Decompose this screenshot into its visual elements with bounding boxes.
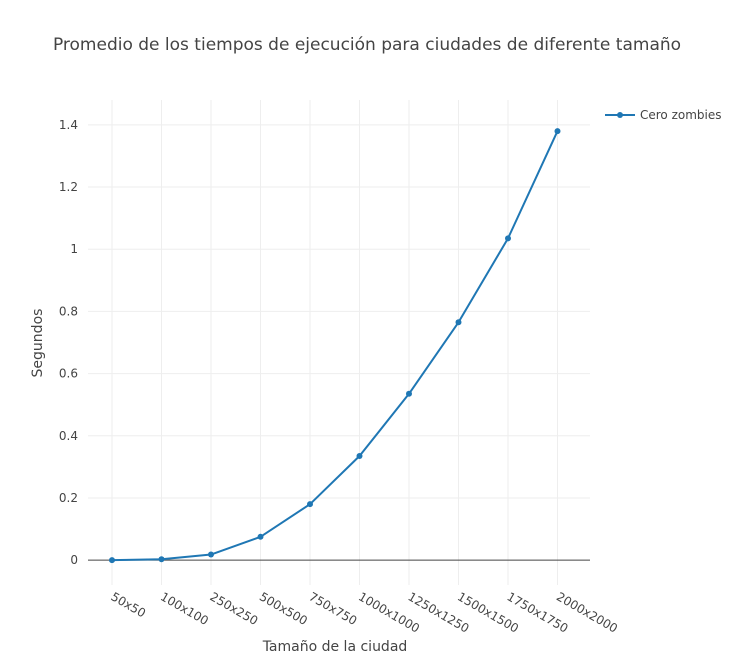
data-point: [208, 551, 214, 558]
x-axis-title: Tamaño de la ciudad: [262, 639, 408, 655]
data-point: [257, 533, 264, 540]
legend[interactable]: Cero zombies: [605, 108, 722, 122]
data-point: [307, 501, 313, 508]
chart-title: Promedio de los tiempos de ejecución par…: [53, 35, 681, 55]
y-tick-label: 0.6: [59, 367, 78, 381]
series-layer: [109, 128, 561, 564]
series-line: [111, 130, 559, 562]
y-tick-label: 0.8: [59, 304, 78, 318]
y-tick-label: 0.4: [59, 429, 78, 443]
y-tick-label: 1.2: [59, 180, 78, 194]
y-tick-label: 0: [70, 553, 78, 567]
y-tick-label: 0.2: [59, 491, 78, 505]
data-point: [158, 556, 165, 563]
y-tick-labels: 0 0.2 0.4 0.6 0.8 1 1.2 1.4: [59, 118, 78, 567]
grid-layer: [88, 100, 590, 585]
data-point: [554, 128, 561, 135]
data-point: [455, 319, 462, 326]
legend-label: Cero zombies: [640, 108, 722, 122]
data-point: [505, 235, 511, 242]
y-axis-title: Segundos: [30, 309, 46, 378]
legend-swatch-marker: [617, 112, 623, 118]
data-point: [109, 557, 115, 564]
data-point: [406, 390, 412, 397]
y-tick-label: 1.4: [59, 118, 78, 132]
y-tick-label: 1: [70, 242, 78, 256]
data-point: [356, 452, 363, 459]
